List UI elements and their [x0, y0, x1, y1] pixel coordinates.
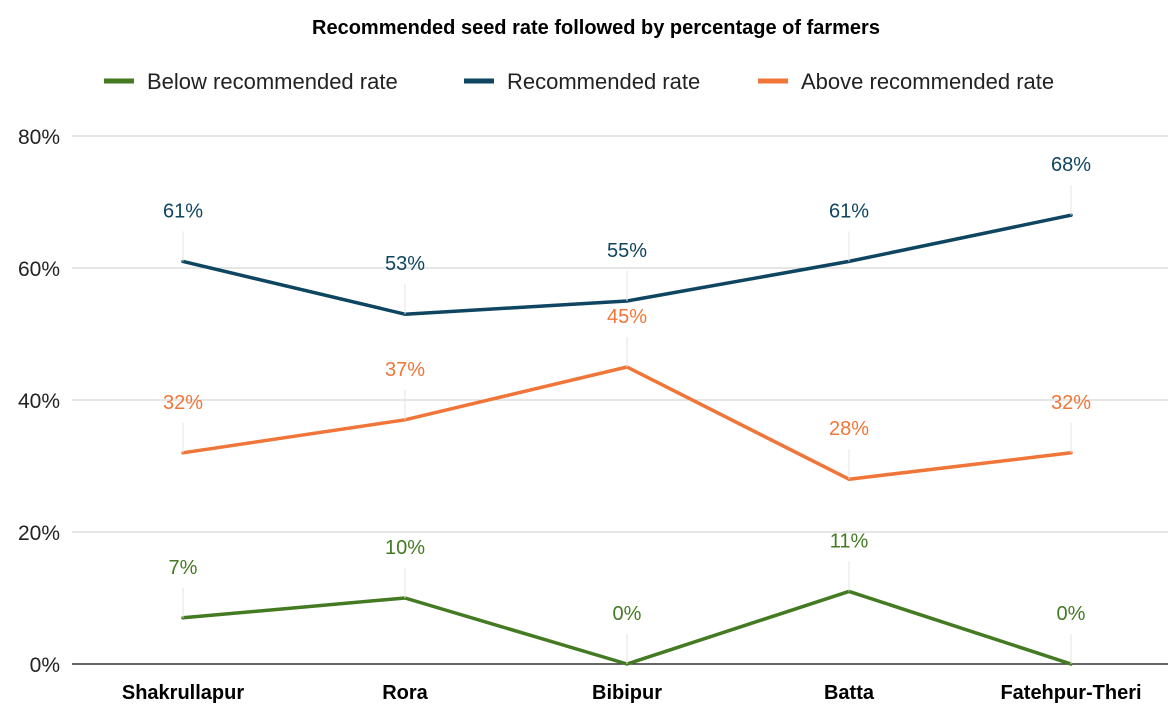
y-tick-label-60: 60%: [18, 258, 60, 281]
x-tick-label-2: Rora: [382, 682, 428, 704]
x-axis: Shakrullapur Rora Bibipur Batta Fatehpur-The…: [122, 682, 1142, 704]
data-label-1-5: 0%: [1057, 603, 1086, 625]
y-axis: 0% 20% 40% 60% 80%: [18, 126, 60, 677]
data-label-1-2: 10%: [385, 537, 425, 559]
data-label-3-1: 32%: [163, 392, 203, 414]
data-label-3-2: 37%: [385, 359, 425, 381]
chart-title: Recommended seed rate followed by percen…: [312, 17, 880, 39]
data-label-3-4: 28%: [829, 418, 869, 440]
gridlines: [72, 135, 1168, 665]
data-label-2-1: 61%: [163, 200, 203, 222]
x-tick-label-3: Bibipur: [592, 682, 662, 704]
legend-label-3: Above recommended rate: [801, 69, 1054, 94]
data-labels: 7% 10% 0% 11% 0% 61% 53% 55% 61% 68% 32% 37% 45% 28% 3…: [163, 154, 1091, 664]
data-label-2-4: 61%: [829, 200, 869, 222]
y-tick-label-40: 40%: [18, 390, 60, 413]
data-label-3-5: 32%: [1051, 392, 1091, 414]
legend: Below recommended rate Recommended rate Ab…: [104, 69, 1054, 94]
series-line-3: [181, 365, 1073, 481]
legend-label-1: Below recommended rate: [147, 69, 398, 94]
data-label-2-5: 68%: [1051, 154, 1091, 176]
y-tick-label-80: 80%: [18, 126, 60, 149]
data-label-2-2: 53%: [385, 253, 425, 275]
x-tick-label-5: Fatehpur-Theri: [1000, 682, 1141, 704]
data-label-1-1: 7%: [169, 557, 198, 579]
data-label-3-3: 45%: [607, 306, 647, 328]
data-label-2-3: 55%: [607, 240, 647, 262]
data-label-1-4: 11%: [830, 530, 869, 552]
x-tick-label-1: Shakrullapur: [122, 682, 244, 704]
x-tick-label-4: Batta: [824, 682, 875, 704]
legend-label-2: Recommended rate: [507, 69, 700, 94]
data-label-1-3: 0%: [613, 603, 642, 625]
y-tick-label-0: 0%: [30, 654, 60, 677]
y-tick-label-20: 20%: [18, 522, 60, 545]
